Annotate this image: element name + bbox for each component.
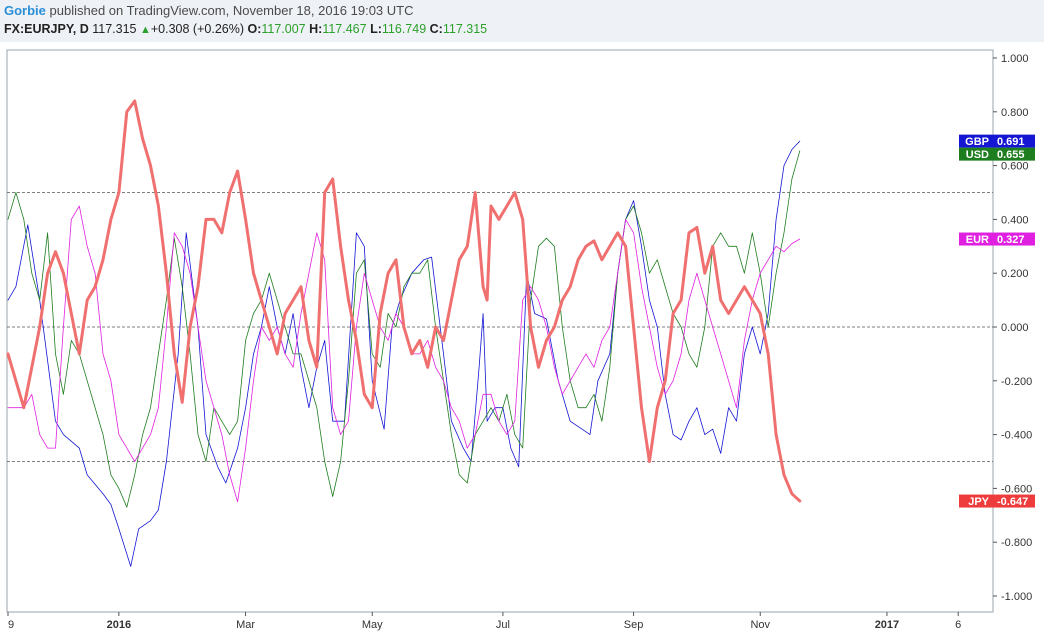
badge-value: -0.647 [997, 496, 1028, 508]
last-price: 117.315 [92, 22, 137, 36]
badge-value: 0.327 [997, 234, 1025, 246]
symbol-label[interactable]: FX:EURJPY, D [4, 22, 89, 36]
high-value: 117.467 [322, 22, 367, 36]
y-tick-label: 0.000 [1001, 322, 1029, 334]
badge-name-bg [959, 232, 993, 246]
badge-name-bg [959, 494, 993, 508]
x-tick-label: Jul [496, 619, 510, 631]
reference-lines [7, 192, 993, 462]
y-tick-label: -0.200 [1001, 376, 1032, 388]
publish-info: published on TradingView.com, November 1… [45, 3, 414, 18]
badge-value: 0.691 [997, 136, 1025, 148]
series-line-jpy[interactable] [6, 99, 802, 503]
time-axis[interactable]: 9 2016 Mar May Jul Sep Nov 2017 6 [7, 612, 961, 631]
badge-name: USD [966, 149, 989, 161]
x-tick-label: Mar [236, 619, 255, 631]
y-tick-label: 0.800 [1001, 107, 1029, 119]
badge-value-bg [993, 134, 1035, 148]
badge-value-bg [993, 147, 1035, 161]
series-line-usd[interactable] [7, 150, 801, 508]
y-tick-label: 0.600 [1001, 161, 1029, 173]
x-tick-label: Sep [624, 619, 644, 631]
low-label: L: [370, 22, 382, 36]
badge-value-bg [993, 494, 1035, 508]
close-value: 117.315 [442, 22, 488, 36]
last-value-badges: GBP 0.691 USD 0.655 EUR 0.327 JPY -0.647 [959, 134, 1035, 508]
publish-line: Gorbie published on TradingView.com, Nov… [4, 3, 414, 18]
y-tick-label: 0.400 [1001, 214, 1029, 226]
y-tick-label: 0.200 [1001, 268, 1029, 280]
triangle-up-icon: ▲ [139, 24, 151, 36]
x-tick-label: 2017 [875, 619, 899, 631]
badge-name-bg [959, 147, 993, 161]
ohlc-line: FX:EURJPY, D 117.315 ▲+0.308 (+0.26%) O:… [4, 22, 487, 36]
plot-frame [6, 49, 994, 613]
badge-eur: EUR 0.327 [959, 232, 1035, 246]
price-change: +0.308 (+0.26%) [150, 22, 244, 36]
badge-gbp: GBP 0.691 [959, 134, 1035, 148]
badge-name: JPY [968, 496, 989, 508]
price-axis[interactable]: -1.000 -0.800 -0.600 -0.400 -0.200 0.000 0.200… [993, 53, 1032, 603]
y-tick-label: -1.000 [1001, 591, 1032, 603]
series-line-gbp[interactable] [7, 140, 801, 567]
author-link[interactable]: Gorbie [4, 3, 46, 18]
badge-value-bg [993, 232, 1035, 246]
open-value: 117.007 [261, 22, 306, 36]
badge-value: 0.655 [997, 149, 1025, 161]
close-label: C: [429, 22, 443, 36]
badge-name-bg [959, 134, 993, 148]
badge-name: EUR [966, 234, 989, 246]
x-tick-label: 9 [8, 619, 14, 631]
x-tick-label: Nov [750, 619, 770, 631]
y-tick-label: -0.600 [1001, 483, 1032, 495]
badge-jpy: JPY -0.647 [959, 494, 1035, 508]
y-tick-label: 1.000 [1001, 53, 1029, 65]
x-tick-label: 6 [955, 619, 961, 631]
low-value: 116.749 [381, 22, 427, 36]
badge-name: GBP [965, 136, 989, 148]
open-label: O: [247, 22, 262, 36]
series-lines [6, 99, 802, 567]
x-tick-label: May [362, 619, 383, 631]
chart-header: Gorbie published on TradingView.com, Nov… [0, 0, 1044, 42]
y-tick-label: -0.800 [1001, 537, 1032, 549]
high-label: H: [309, 22, 323, 36]
correlation-chart[interactable]: -1.000 -0.800 -0.600 -0.400 -0.200 0.000 0.200… [0, 42, 1044, 639]
x-tick-label: 2016 [107, 619, 131, 631]
y-tick-label: -0.400 [1001, 430, 1032, 442]
badge-usd: USD 0.655 [959, 147, 1035, 161]
